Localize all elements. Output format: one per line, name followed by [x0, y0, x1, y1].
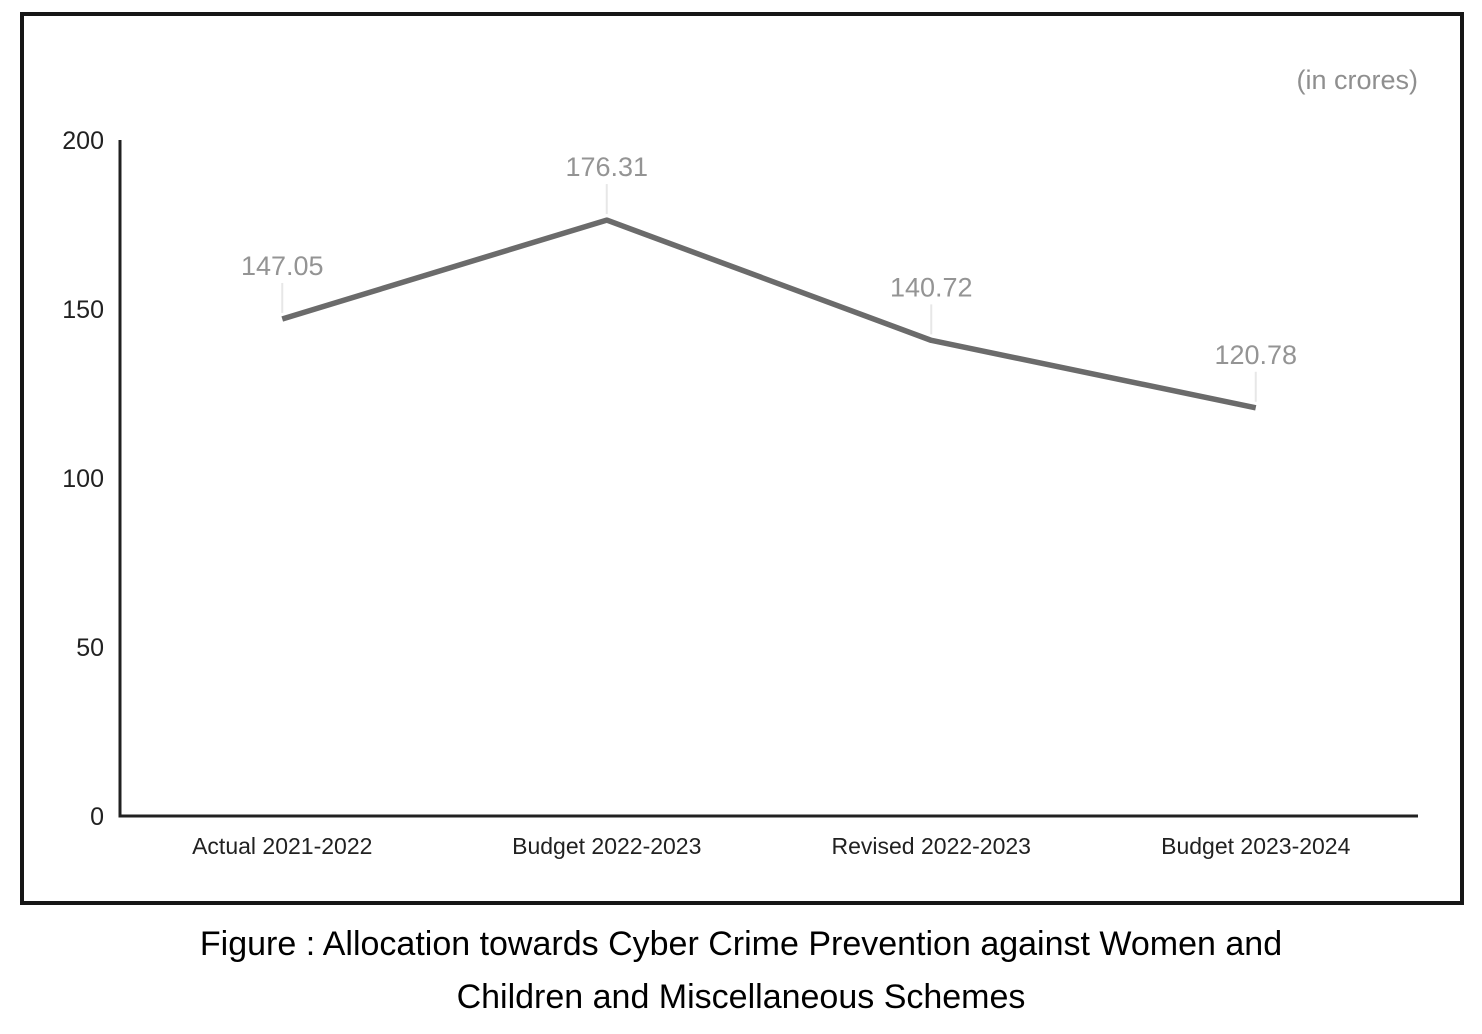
y-tick-label: 0 [90, 803, 104, 831]
figure-caption-line1: Figure : Allocation towards Cyber Crime … [199, 925, 1283, 963]
series-line [281, 217, 1257, 411]
figure-caption: Figure : Allocation towards Cyber Crime … [0, 918, 1482, 1024]
data-point-label: 176.31 [565, 152, 648, 182]
chart-frame [20, 12, 1464, 905]
x-category-label: Budget 2022-2023 [512, 833, 701, 859]
x-category-label: Budget 2023-2024 [1161, 833, 1350, 859]
data-point-label: 140.72 [890, 272, 973, 302]
series-group [281, 217, 1257, 411]
x-category-label: Actual 2021-2022 [192, 833, 372, 859]
data-point-label: 120.78 [1214, 340, 1297, 370]
data-point-label: 147.05 [241, 251, 324, 281]
axes: 0 50 100 150 200 Actual 2021-2022 Budget 2022-… [62, 127, 1418, 859]
labels-group: 147.05 176.31 140.72 120.78 [241, 152, 1297, 402]
figure-caption-line2: Children and Miscellaneous Schemes [456, 978, 1026, 1016]
y-tick-label: 150 [62, 296, 104, 324]
unit-label: (in crores) [1296, 65, 1418, 95]
y-tick-label: 100 [62, 465, 104, 493]
axis-spines [118, 140, 1418, 818]
y-tick-label: 50 [76, 634, 104, 662]
x-category-label: Revised 2022-2023 [832, 833, 1031, 859]
y-tick-label: 200 [62, 127, 104, 155]
